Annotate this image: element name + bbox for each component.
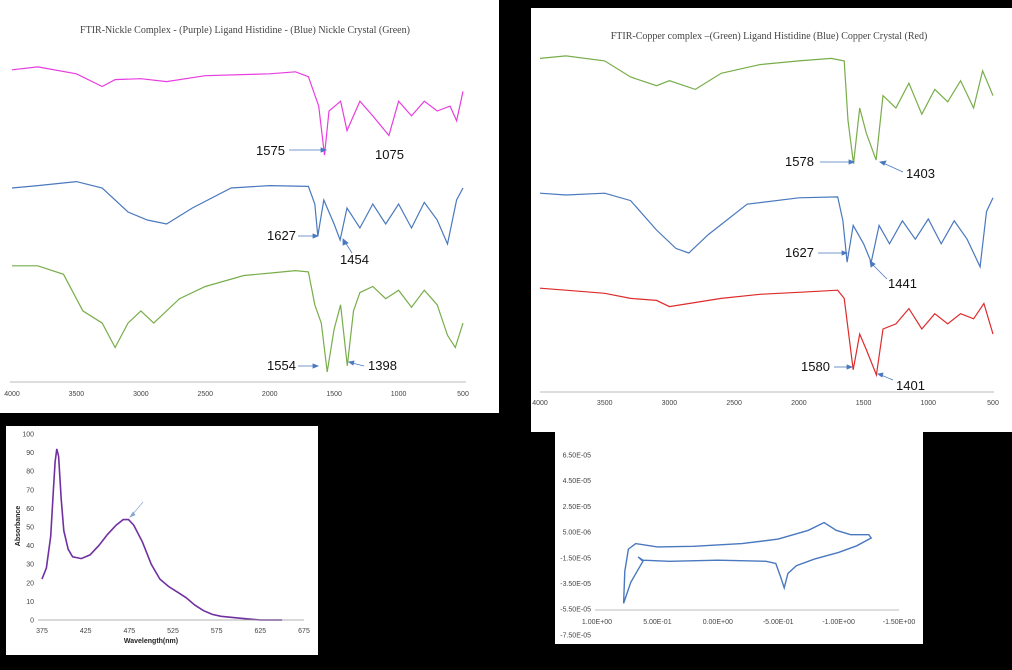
ftir-nickel-series-1: [11, 180, 464, 246]
ftir-nickel-x-tick: 2500: [197, 391, 213, 398]
uv-vis-series-group: [41, 448, 283, 621]
annotation-1627-cu: 1627: [785, 245, 814, 260]
annotation-1554: 1554: [267, 358, 296, 373]
uv-vis-panel: 375 425 475 525 575 625 675 0 10 20 30 40 50 60 70 80 90…: [6, 426, 318, 655]
ftir-nickel-x-tick: 2000: [262, 391, 278, 398]
ftir-nickel-x-tick: 4000: [4, 391, 20, 398]
uv-vis-x-tick: 675: [298, 628, 310, 635]
ftir-nickel-x-tick: 3000: [133, 391, 149, 398]
annotation-1401: 1401: [896, 378, 925, 393]
cv-x-tick: 0.00E+00: [703, 619, 733, 626]
ftir-nickel-x-tick: 1000: [391, 391, 407, 398]
uv-vis-ylabel: Absorbance: [15, 506, 22, 547]
ftir-copper-x-tick: 3500: [597, 400, 613, 407]
ftir-copper-x-tick: 3000: [662, 400, 678, 407]
ftir-nickel-chart: FTIR-Nickle Complex - (Purple) Ligand Hi…: [4, 25, 469, 398]
ftir-nickel-x-tick: 3500: [69, 391, 85, 398]
cv-y-tick: 4.50E-05: [563, 478, 592, 485]
ftir-copper-series-group: [539, 55, 994, 378]
annotation-arrows-cu: [818, 159, 904, 381]
uv-vis-x-tick: 475: [123, 628, 135, 635]
uv-vis-y-tick: 50: [26, 525, 34, 532]
ftir-copper-chart: FTIR-Copper complex –(Green) Ligand Hist…: [532, 31, 999, 407]
ftir-copper-x-tick: 2000: [791, 400, 807, 407]
uv-vis-y-tick: 90: [26, 450, 34, 457]
cv-panel: 1.00E+00 5.00E-01 0.00E+00 -5.00E-01 -1.00E+…: [555, 427, 923, 644]
ftir-copper-x-tick: 1500: [856, 400, 872, 407]
cv-y-tick: 2.50E-05: [563, 504, 592, 511]
ftir-copper-series-2: [539, 287, 994, 378]
annotation-arrows: [289, 147, 365, 369]
uv-vis-series-0: [41, 448, 283, 621]
cv-y-tick: -5.50E-05: [560, 607, 591, 614]
ftir-copper-series-0: [539, 55, 994, 164]
uv-vis-chart: 375 425 475 525 575 625 675 0 10 20 30 40 50 60 70 80 90…: [15, 432, 310, 646]
uv-vis-y-tick: 0: [30, 618, 34, 625]
ftir-nickel-panel: FTIR-Nickle Complex - (Purple) Ligand Hi…: [0, 0, 499, 413]
ftir-copper-x-tick: 4000: [532, 400, 548, 407]
uv-vis-y-tick: 30: [26, 562, 34, 569]
ftir-nickel-x-tick: 500: [457, 391, 469, 398]
cv-x-tick: -5.00E-01: [763, 619, 794, 626]
uv-vis-x-tick: 425: [80, 628, 92, 635]
annotation-1578: 1578: [785, 154, 814, 169]
uv-vis-y-tick: 40: [26, 543, 34, 550]
cv-x-tick: -1.50E+00: [883, 619, 916, 626]
uv-vis-y-tick: 70: [26, 487, 34, 494]
cv-y-tick: -3.50E-05: [560, 581, 591, 588]
cv-y-tick: 6.50E-05: [563, 453, 592, 460]
cv-y-tick: -7.50E-05: [560, 632, 591, 639]
ftir-nickel-x-tick: 1500: [326, 391, 342, 398]
ftir-copper-x-tick: 500: [987, 400, 999, 407]
cv-series-0: [622, 521, 873, 604]
annotation-1398: 1398: [368, 358, 397, 373]
uv-vis-x-tick: 375: [36, 628, 48, 635]
ftir-copper-x-tick: 1000: [920, 400, 936, 407]
uv-vis-y-tick: 10: [26, 599, 34, 606]
ftir-copper-panel: FTIR-Copper complex –(Green) Ligand Hist…: [531, 8, 1012, 432]
uv-vis-y-tick: 100: [22, 432, 34, 439]
uv-vis-y-tick: 60: [26, 506, 34, 513]
annotation-1580: 1580: [801, 359, 830, 374]
ftir-nickel-series-0: [11, 66, 464, 156]
cv-y-tick: 5.00E-06: [563, 530, 592, 537]
annotation-1575: 1575: [256, 143, 285, 158]
uv-vis-y-tick: 20: [26, 580, 34, 587]
uv-vis-peak-arrow: [129, 501, 144, 518]
annotation-1454: 1454: [340, 252, 369, 267]
annotation-1403: 1403: [906, 166, 935, 181]
ftir-copper-series-1: [539, 192, 994, 269]
annotation-1075: 1075: [375, 147, 404, 162]
uv-vis-x-tick: 525: [167, 628, 179, 635]
cv-x-tick: -1.00E+00: [822, 619, 855, 626]
annotation-1627: 1627: [267, 228, 296, 243]
cv-x-tick: 1.00E+00: [582, 619, 612, 626]
uv-vis-x-tick: 625: [254, 628, 266, 635]
uv-vis-x-tick: 575: [211, 628, 223, 635]
ftir-nickel-series-2: [12, 265, 464, 372]
cv-series-group: [622, 521, 873, 604]
cv-chart: 1.00E+00 5.00E-01 0.00E+00 -5.00E-01 -1.00E+…: [560, 453, 916, 640]
uv-vis-y-tick: 80: [26, 469, 34, 476]
cv-y-tick: -1.50E-05: [560, 555, 591, 562]
uv-vis-xlabel: Wavelength(nm): [124, 638, 178, 645]
cv-x-tick: 5.00E-01: [643, 619, 672, 626]
annotation-1441: 1441: [888, 276, 917, 291]
ftir-nickel-title: FTIR-Nickle Complex - (Purple) Ligand Hi…: [80, 25, 410, 36]
ftir-nickel-series-group: [11, 66, 464, 372]
ftir-copper-x-tick: 2500: [726, 400, 742, 407]
ftir-copper-title: FTIR-Copper complex –(Green) Ligand Hist…: [611, 31, 928, 42]
